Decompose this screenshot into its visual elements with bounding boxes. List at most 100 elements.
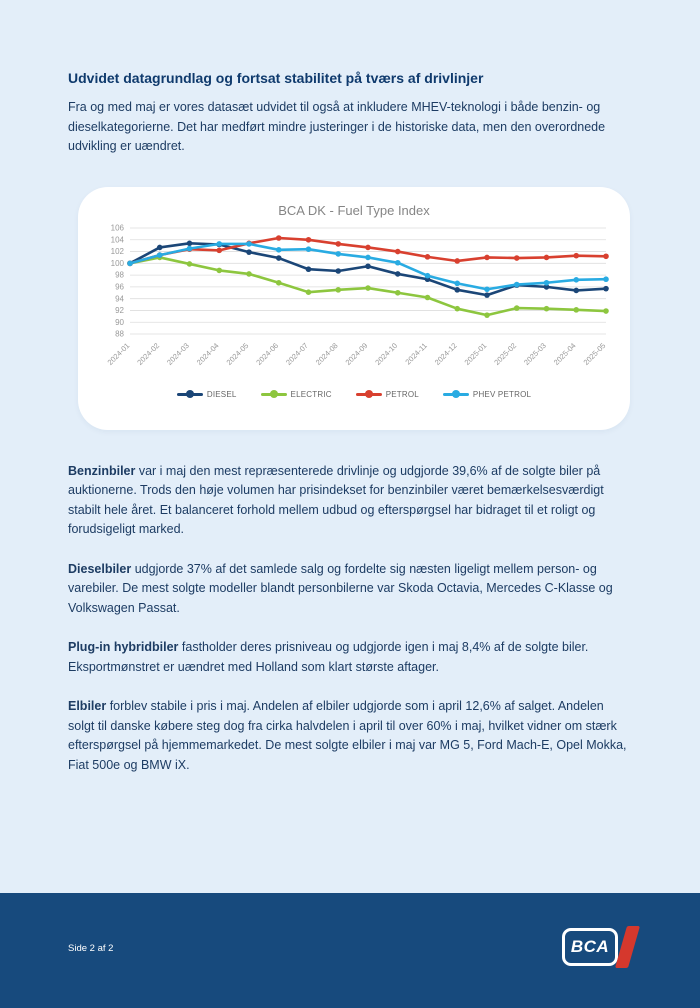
legend-swatch-icon (442, 390, 469, 398)
y-axis-tick-label: 102 (111, 247, 125, 256)
intro-paragraph: Fra og med maj er vores datasæt udvidet … (68, 100, 606, 153)
legend-item: ELECTRIC (260, 389, 332, 399)
data-point (365, 262, 371, 269)
paragraph-hybridbiler: Plug-in hybridbiler fastholder deres pri… (68, 638, 632, 677)
x-axis-tick-label: 2025-01 (463, 341, 489, 367)
data-point (246, 240, 252, 247)
paragraph-benzinbiler: Benzinbiler var i maj den mest repræsent… (68, 462, 632, 540)
x-axis-tick-label: 2024-08 (314, 341, 340, 367)
x-axis-tick-label: 2024-09 (344, 341, 370, 367)
data-point (335, 240, 342, 247)
data-point (246, 248, 252, 255)
data-point (305, 236, 312, 243)
data-point (484, 285, 490, 292)
data-point (603, 275, 609, 282)
data-point (394, 248, 401, 254)
data-point (513, 281, 520, 287)
legend-label: PETROL (385, 389, 419, 399)
legend-item: DIESEL (176, 389, 237, 399)
data-point (156, 251, 163, 258)
legend-swatch-icon (260, 390, 287, 398)
legend-swatch-icon (355, 390, 382, 398)
data-point (603, 285, 609, 291)
chart-title: BCA DK - Fuel Type Index (278, 202, 430, 218)
data-point (454, 286, 461, 293)
data-point (573, 287, 580, 293)
paragraph-text: fastholder deres prisniveau og udgjorde … (68, 640, 589, 674)
data-point (484, 254, 490, 260)
x-axis-tick-label: 2024-02 (135, 341, 161, 367)
paragraph-text: var i maj den mest repræsenterede drivli… (68, 463, 604, 537)
x-axis-tick-label: 2024-04 (195, 341, 221, 367)
data-point (394, 259, 401, 266)
y-axis-tick-label: 92 (115, 306, 124, 315)
data-point (156, 244, 163, 250)
data-point (394, 289, 401, 296)
y-axis-tick-label: 88 (115, 329, 124, 338)
y-axis-tick-label: 98 (115, 270, 124, 279)
bca-logo-slash-icon (614, 926, 641, 968)
data-point (484, 311, 490, 318)
data-point (454, 305, 461, 311)
data-point (186, 260, 193, 267)
x-axis-tick-label: 2025-04 (552, 341, 578, 367)
data-point (335, 250, 342, 257)
x-axis-tick-label: 2024-12 (433, 341, 459, 367)
x-axis-tick-label: 2025-02 (492, 341, 518, 367)
data-point (335, 267, 342, 274)
data-point (186, 240, 193, 246)
data-point (365, 254, 371, 260)
legend-item: PHEV PETROL (442, 389, 532, 399)
bca-logo-box: BCA (562, 928, 618, 966)
y-axis-tick-label: 94 (115, 294, 124, 303)
y-axis-tick-label: 100 (111, 258, 125, 267)
legend-label: ELECTRIC (290, 389, 332, 399)
data-point (543, 254, 550, 260)
body-paragraphs: Benzinbiler var i maj den mest repræsent… (68, 462, 632, 776)
chart-legend: DIESEL ELECTRIC PETROL PHEV PETROL (90, 390, 618, 399)
data-point (305, 265, 312, 272)
fuel-index-chart-card: BCA DK - Fuel Type Index 88 90 92 94 96 98 100… (78, 186, 630, 430)
legend-label: PHEV PETROL (472, 389, 532, 399)
data-point (573, 306, 580, 313)
paragraph-text: forblev stabile i pris i maj. Andelen af… (68, 699, 627, 772)
legend-label: DIESEL (206, 389, 237, 399)
x-axis-tick-label: 2025-03 (522, 341, 548, 367)
data-point (394, 270, 401, 277)
data-point (454, 257, 461, 264)
legend-swatch-icon (176, 390, 203, 398)
x-axis-tick-label: 2024-01 (106, 341, 132, 367)
data-point (365, 244, 371, 250)
x-axis-tick-label: 2024-10 (373, 341, 399, 367)
data-point (424, 294, 431, 300)
bca-logo: BCA (562, 926, 641, 968)
data-point (573, 252, 580, 258)
data-point (573, 276, 580, 283)
paragraph-lead: Plug-in hybridbiler (68, 640, 179, 654)
page-content: Udvidet datagrundlag og fortsat stabilit… (68, 70, 632, 776)
x-axis-tick-label: 2025-05 (582, 341, 608, 367)
y-axis-tick-label: 106 (111, 223, 125, 232)
x-axis-tick-label: 2024-11 (403, 341, 428, 366)
bca-logo-text: BCA (570, 937, 610, 956)
data-point (365, 284, 371, 291)
paragraph-lead: Dieselbiler (68, 561, 132, 576)
x-axis-tick-label: 2024-07 (284, 341, 310, 367)
data-point (543, 279, 550, 286)
data-point (335, 286, 342, 293)
data-point (424, 272, 431, 278)
data-point (424, 253, 431, 260)
data-point (305, 288, 312, 295)
data-point (454, 280, 461, 286)
paragraph-text: udgjorde 37% af det samlede salg og ford… (68, 561, 613, 615)
footer-band: Side 2 af 2 BCA (0, 893, 700, 1008)
paragraph-elbiler: Elbiler forblev stabile i pris i maj. An… (68, 697, 632, 775)
data-point (484, 291, 490, 298)
data-point (275, 279, 282, 286)
data-point (275, 246, 282, 253)
x-axis-tick-label: 2024-03 (165, 341, 191, 367)
data-point (216, 267, 223, 273)
data-point (186, 245, 193, 251)
